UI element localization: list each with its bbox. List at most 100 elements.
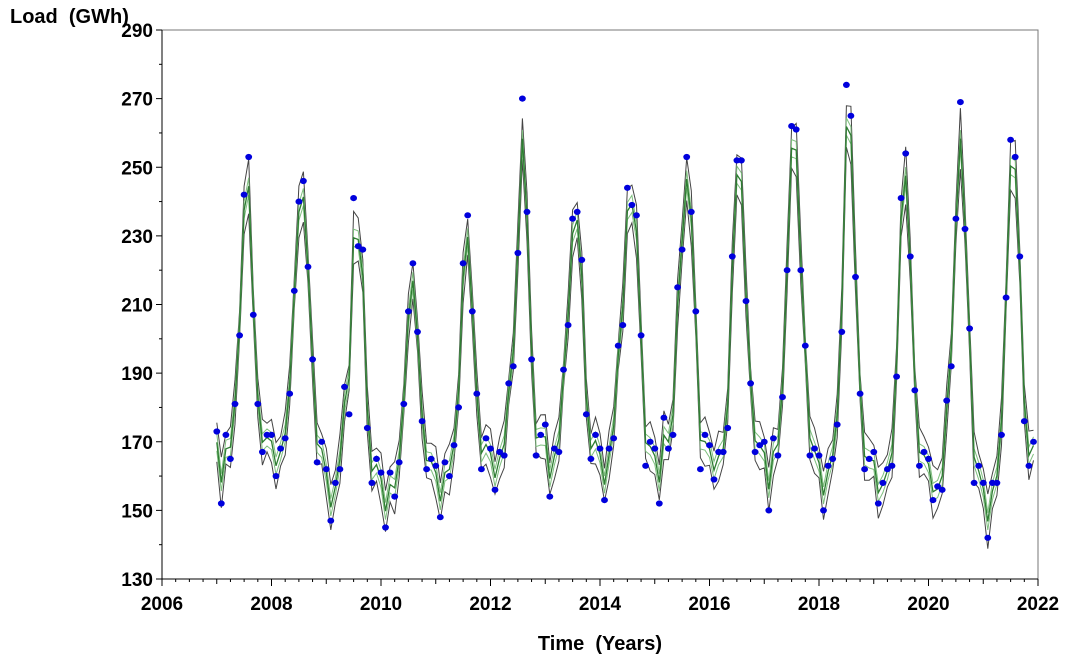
data-point [395,459,403,466]
data-point [436,514,444,521]
data-point [555,448,563,456]
data-point [843,81,850,88]
data-point [852,273,859,281]
data-point [505,380,513,387]
data-point [957,99,964,106]
data-point [646,438,654,445]
data-point [660,414,668,421]
data-point [984,534,992,541]
data-point [227,455,234,462]
data-point [911,387,919,394]
data-point [884,466,891,473]
data-point [934,483,941,490]
observed-points [213,81,1037,541]
data-point [706,442,713,449]
y-tick-label: 210 [121,296,153,317]
data-point [336,466,344,473]
data-point [359,246,367,253]
data-point [213,428,221,435]
data-point [765,507,773,514]
y-tick-label: 150 [121,501,153,522]
data-point [400,400,408,408]
y-tick-label: 170 [121,433,153,454]
data-point [391,493,399,500]
data-point [929,497,937,504]
data-point [587,455,595,462]
data-point [806,452,814,459]
data-point [906,253,914,260]
data-point [865,455,873,462]
data-point [332,479,339,486]
data-point [249,311,257,318]
data-point [382,524,389,531]
data-point [674,284,681,291]
data-point [1007,136,1014,143]
data-point [678,246,686,253]
data-point [624,184,631,191]
data-point [829,455,837,462]
axes: 130 150 170 190 210 230 250 270 290 2006 2008 2010 2… [121,21,1059,615]
data-point [277,445,284,452]
data-point [633,212,640,219]
data-point [528,356,535,363]
data-point [473,390,481,397]
data-point [405,308,412,315]
data-point [619,322,627,329]
data-point [665,445,672,452]
data-point [724,424,732,432]
x-tick-label: 2008 [250,594,292,615]
data-point [747,380,754,387]
data-point [692,308,700,315]
data-point [738,157,745,164]
data-point [605,445,613,452]
data-point [947,363,955,370]
data-point [1016,253,1024,260]
data-point [614,342,622,349]
data-point [697,466,704,473]
x-tick-label: 2010 [360,594,402,615]
data-point [925,455,932,462]
data-point [222,431,230,438]
x-tick-label: 2006 [141,594,183,615]
data-point [760,438,768,445]
data-point [1011,153,1019,161]
data-point [313,459,321,466]
data-point [601,497,608,504]
data-point [952,215,960,222]
data-point [322,466,330,473]
data-point [509,363,517,370]
data-point [792,126,800,133]
data-point [774,452,782,459]
data-point [751,448,759,456]
fitted-lines [216,117,1035,530]
data-point [368,479,376,486]
y-tick-label: 190 [121,364,153,385]
data-point [318,438,326,445]
data-point [728,253,736,260]
data-point [487,445,494,452]
data-point [573,208,581,215]
data-point [861,466,868,473]
data-point [970,479,978,486]
data-point [742,298,750,305]
data-point [770,435,777,442]
data-point [811,445,818,452]
data-point [300,177,307,185]
data-point [961,225,969,233]
data-point [920,448,928,456]
data-point [414,328,421,335]
data-point [268,431,275,438]
data-point [446,473,453,480]
y-tick-label: 290 [121,21,153,42]
data-point [569,215,576,222]
data-point [309,356,316,363]
fitted-line [216,126,1035,522]
data-point [482,435,490,442]
data-point [642,462,649,469]
data-point [496,448,503,456]
data-point [281,435,289,442]
data-point [464,212,472,219]
data-point [1030,438,1037,445]
y-tick-label: 250 [121,158,153,179]
data-point [655,500,663,507]
